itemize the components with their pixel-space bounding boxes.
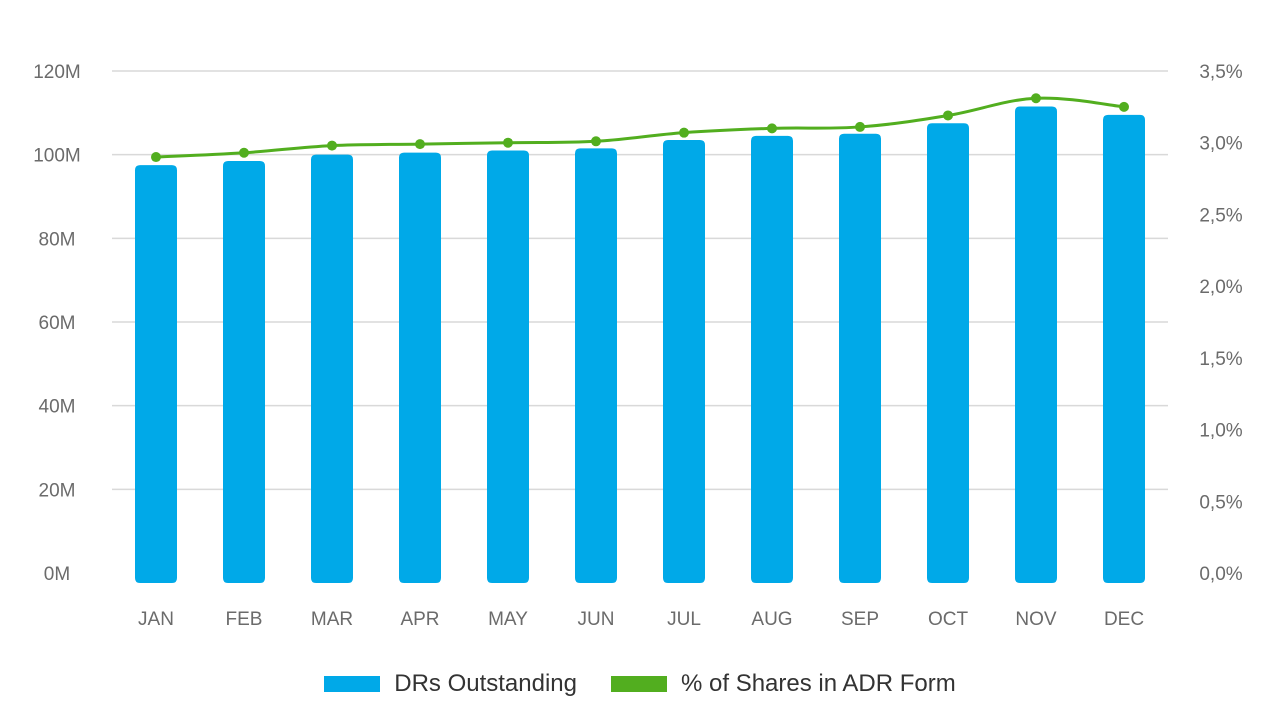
- bar-dec: [1103, 114, 1145, 584]
- x-tick-label: JUL: [667, 609, 701, 630]
- y-right-tick-label: 3,0%: [1199, 134, 1242, 155]
- x-tick-label: APR: [400, 609, 439, 630]
- line-pct-shares: [155, 96, 1125, 159]
- legend-swatch-bar: [324, 676, 381, 692]
- y-right-tick-label: 2,0%: [1199, 277, 1242, 298]
- y-right-tick-label: 2,5%: [1199, 205, 1242, 226]
- y-left-tick-label: 40M: [39, 397, 76, 418]
- bar-oct: [927, 123, 969, 584]
- x-tick-label: JAN: [138, 609, 174, 630]
- x-tick-label: MAY: [488, 609, 528, 630]
- y-left-tick-label: 100M: [33, 146, 81, 167]
- line-point-jan: [151, 152, 161, 163]
- bar-aug: [751, 135, 793, 583]
- combo-chart: 0M 20M 40M 60M 80M 100M 120M 0,0% 0,5% 1,0% 1,5% 2,…: [33, 62, 1243, 630]
- line-point-nov: [1031, 93, 1041, 104]
- y-left-tick-label: 80M: [39, 229, 76, 250]
- bar-apr: [399, 152, 441, 583]
- legend-item-pct-shares[interactable]: % of Shares in ADR Form: [611, 670, 956, 698]
- bar-jan: [135, 165, 177, 583]
- legend-label-drs-outstanding: DRs Outstanding: [394, 670, 577, 697]
- x-tick-label: JUN: [578, 609, 615, 630]
- bar-feb: [223, 160, 265, 584]
- y-left-tick-label: 20M: [39, 480, 76, 501]
- bar-nov: [1015, 106, 1057, 583]
- x-tick-label: DEC: [1104, 609, 1144, 630]
- legend-swatch-line: [611, 676, 667, 692]
- x-tick-label: AUG: [751, 609, 792, 630]
- y-right-tick-label: 1,5%: [1199, 349, 1242, 370]
- y-right-tick-label: 3,5%: [1199, 62, 1242, 83]
- line-point-apr: [415, 139, 425, 150]
- x-tick-label: OCT: [928, 609, 969, 630]
- bar-may: [487, 150, 529, 583]
- x-tick-label: SEP: [841, 609, 879, 630]
- line-point-oct: [943, 110, 953, 121]
- bar-jun: [575, 148, 617, 583]
- y-right-tick-label: 0,5%: [1199, 492, 1242, 513]
- x-tick-label: FEB: [226, 609, 263, 630]
- y-right-tick-label: 0,0%: [1199, 564, 1242, 585]
- line-point-feb: [239, 147, 249, 158]
- line-point-mar: [327, 140, 337, 151]
- x-tick-label: NOV: [1015, 609, 1057, 630]
- line-point-dec: [1119, 101, 1129, 112]
- bar-sep: [839, 133, 881, 583]
- y-left-tick-label: 60M: [39, 313, 76, 334]
- legend: DRs Outstanding % of Shares in ADR Form: [0, 670, 1280, 698]
- line-point-jun: [591, 136, 601, 147]
- bar-mar: [311, 154, 353, 583]
- x-tick-label: MAR: [311, 609, 353, 630]
- y-left-tick-label: 0M: [44, 564, 70, 585]
- bar-jul: [663, 140, 705, 583]
- line-point-sep: [855, 121, 865, 132]
- line-point-jul: [679, 127, 689, 138]
- legend-label-pct-shares: % of Shares in ADR Form: [681, 670, 956, 697]
- legend-item-drs-outstanding[interactable]: DRs Outstanding: [324, 670, 577, 698]
- y-left-tick-label: 120M: [33, 62, 81, 83]
- line-point-aug: [767, 123, 777, 134]
- line-point-may: [503, 137, 513, 148]
- y-right-tick-label: 1,0%: [1199, 421, 1242, 442]
